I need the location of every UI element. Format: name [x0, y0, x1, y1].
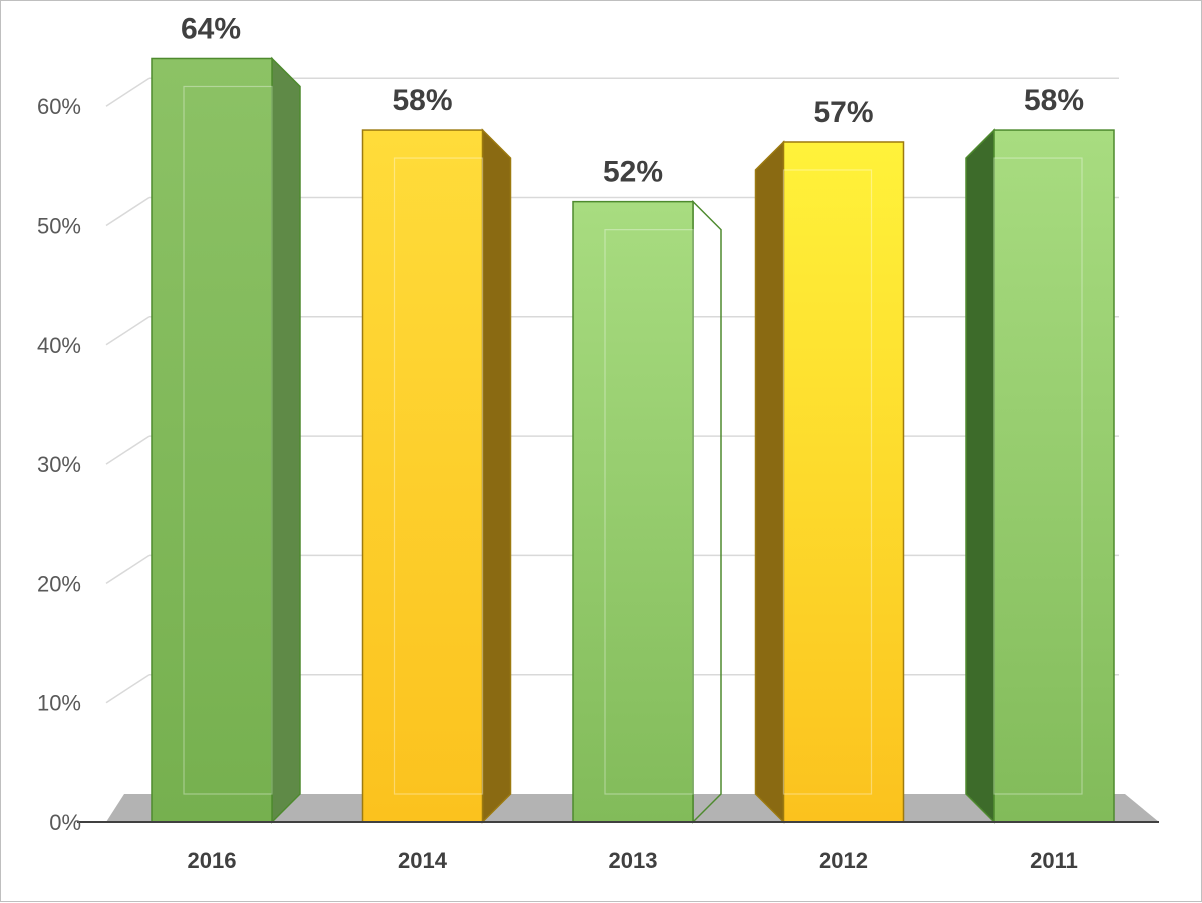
bar-2011 [965, 128, 1115, 824]
bar-inner-edge [393, 157, 484, 795]
bar-2012 [754, 140, 905, 824]
gridline-side [105, 196, 150, 227]
bar-front [572, 200, 694, 823]
bar-inner-edge [782, 169, 873, 795]
gridline-side [105, 674, 150, 704]
bar-side [481, 128, 512, 824]
y-tick-label: 50% [37, 214, 81, 239]
x-tick-label: 2013 [609, 848, 658, 873]
labels: 0% 10% 20% 30% 40% 50% 60% 64% 2016 58% 2014 52% 201… [37, 12, 1084, 873]
bar-side [692, 199, 722, 824]
x-tick-label: 2016 [188, 848, 237, 873]
bar-front [782, 141, 905, 823]
data-label: 64% [181, 12, 241, 45]
bar-front [361, 129, 484, 823]
bar-inner-edge [604, 229, 694, 795]
bar-inner-edge [183, 85, 273, 795]
bar-2016 [151, 56, 301, 824]
x-tick-label: 2011 [1030, 848, 1078, 873]
bar-side [754, 140, 785, 824]
bar-inner-edge [993, 157, 1083, 795]
data-label: 52% [603, 156, 663, 189]
data-label: 57% [813, 96, 873, 129]
bars [151, 56, 1115, 824]
y-tick-label: 40% [37, 333, 81, 358]
x-tick-label: 2014 [398, 848, 448, 873]
gridline-side [105, 554, 150, 585]
bar-2013 [572, 199, 722, 824]
gridline-side [105, 77, 150, 107]
y-tick-label: 10% [37, 691, 81, 716]
bar-front [993, 129, 1115, 823]
y-tick-label: 60% [37, 94, 81, 119]
gridline-side [105, 316, 150, 346]
data-label: 58% [1024, 84, 1084, 117]
y-tick-label: 20% [37, 571, 81, 596]
bar-front [151, 57, 273, 823]
bar-side [965, 128, 995, 824]
bar-side [271, 56, 301, 824]
x-tick-label: 2012 [819, 848, 868, 873]
y-tick-label: 30% [37, 452, 81, 477]
y-tick-label: 0% [49, 810, 81, 835]
data-label: 58% [392, 84, 452, 117]
gridline-side [105, 435, 150, 465]
bar-2014 [361, 128, 512, 824]
